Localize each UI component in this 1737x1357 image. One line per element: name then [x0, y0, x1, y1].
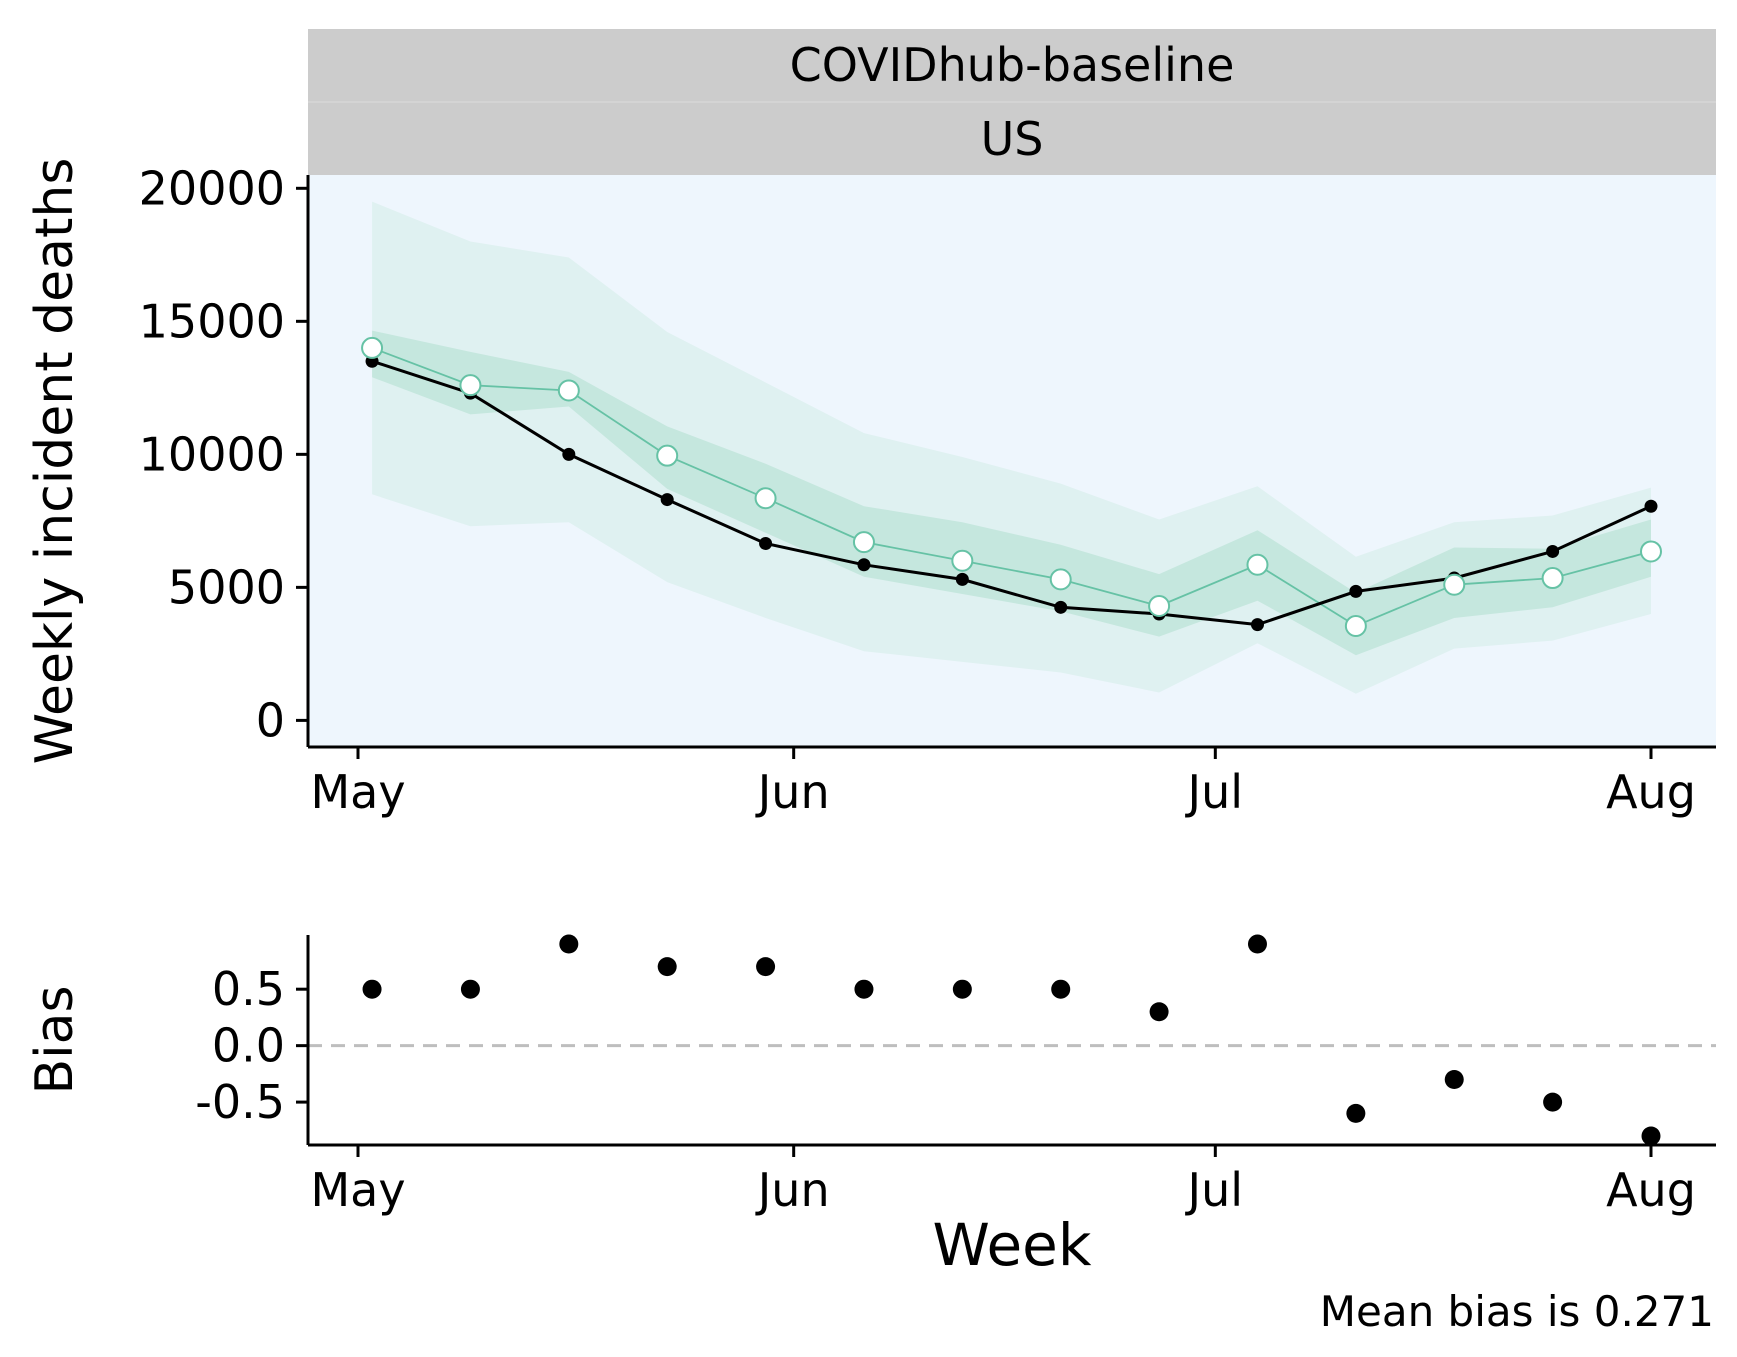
forecast-point [951, 549, 974, 572]
bias-y-tick-label: 0.5 [212, 962, 285, 1016]
deaths-x-tick-label: Jun [755, 765, 830, 819]
forecast-point [852, 531, 875, 554]
outer-interval-band [372, 201, 1652, 694]
deaths-x-tick-label: May [310, 765, 405, 819]
deaths-y-tick-label: 15000 [139, 294, 285, 348]
forecast-point [656, 444, 679, 467]
observed-point [1250, 618, 1264, 632]
deaths-y-tick-label: 10000 [139, 427, 285, 481]
bias-point [1346, 1103, 1366, 1123]
bias-point [952, 979, 972, 999]
forecast-point [361, 336, 384, 359]
bias-point [1149, 1002, 1169, 1022]
forecast-point [754, 487, 777, 510]
bias-y-tick-label: 0.0 [212, 1019, 285, 1073]
bias-point [1444, 1070, 1464, 1090]
bias-x-tick-label: Aug [1606, 1163, 1696, 1217]
bias-panel: 0.50.0-0.5 May Jun Jul Aug Bias Week Mean b… [25, 934, 1716, 1336]
inner-interval-band [372, 330, 1652, 656]
bias-x-tick-label: May [310, 1163, 405, 1217]
observed-point [1054, 600, 1068, 614]
observed-point [857, 558, 871, 572]
forecast-point [1148, 594, 1171, 617]
observed-point [1349, 584, 1363, 598]
mean-bias-annotation: Mean bias is 0.271 [1320, 1287, 1714, 1336]
bias-points [362, 934, 1661, 1146]
bias-y-axis-title: Bias [25, 985, 85, 1094]
deaths-x-tick-label: Jul [1185, 765, 1244, 819]
bias-y-tick-label: -0.5 [195, 1075, 285, 1129]
bias-x-tick-label: Jun [755, 1163, 830, 1217]
strip-location-label: US [981, 112, 1044, 166]
forecast-point [1246, 553, 1269, 576]
facet-strip-location [308, 102, 1716, 175]
forecast-median-line [371, 347, 1652, 627]
bias-point [756, 957, 776, 977]
observed-point [562, 447, 576, 461]
deaths-panel: 0 5000 10000 15000 20000 May Jun Jul Aug Weekly… [25, 158, 1716, 819]
bias-x-tick-label: Jul [1185, 1163, 1244, 1217]
observed-point [955, 572, 969, 586]
strip-model-label: COVIDhub-baseline [790, 38, 1235, 92]
bias-x-ticks: May Jun Jul Aug [310, 1145, 1696, 1217]
x-axis-title: Week [933, 1211, 1092, 1279]
deaths-x-ticks: May Jun Jul Aug [310, 747, 1696, 819]
observed-point [660, 493, 674, 507]
deaths-y-axis-title: Weekly incident deaths [25, 158, 85, 765]
forecast-point [557, 379, 580, 402]
deaths-y-tick-label: 0 [256, 693, 285, 747]
bias-y-ticks: 0.50.0-0.5 [195, 962, 308, 1129]
forecast-point [1443, 573, 1466, 596]
observed-point [1546, 544, 1560, 558]
forecast-point [459, 374, 482, 397]
deaths-points [361, 336, 1662, 637]
bias-point [559, 934, 579, 954]
deaths-y-tick-label: 20000 [139, 161, 285, 215]
bias-point [1051, 979, 1071, 999]
bias-point [854, 979, 874, 999]
prediction-intervals [372, 201, 1652, 694]
deaths-y-ticks: 0 5000 10000 15000 20000 [139, 161, 308, 747]
forecast-point [1344, 614, 1367, 637]
facet-strip-model [308, 29, 1716, 102]
observed-point [1644, 499, 1658, 513]
forecast-point [1049, 568, 1072, 591]
bias-point [362, 979, 382, 999]
forecast-point [1541, 567, 1564, 590]
deaths-series [371, 347, 1652, 627]
bias-point [1641, 1126, 1661, 1146]
deaths-x-tick-label: Aug [1606, 765, 1696, 819]
observed-point [759, 536, 773, 550]
forecast-point [1640, 540, 1662, 563]
bias-point [657, 957, 677, 977]
deaths-y-tick-label: 5000 [168, 560, 285, 614]
bias-point [1247, 934, 1267, 954]
bias-point [1543, 1092, 1563, 1112]
bias-point [460, 979, 480, 999]
observed-line [371, 359, 1652, 627]
